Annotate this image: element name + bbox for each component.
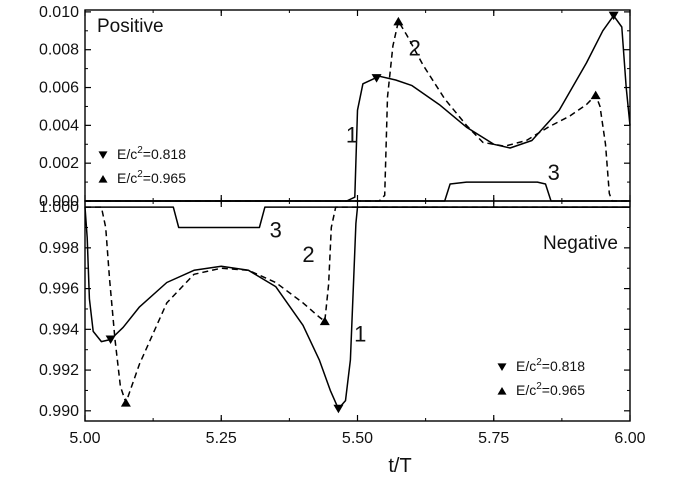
curve-label-2: 2 [302,242,314,267]
series-marker-2 [319,316,330,326]
legend-text: E/c2=0.818 [117,145,186,162]
curve-label-1: 1 [354,322,366,347]
legend-text: E/c2=0.818 [516,357,585,374]
x-axis-label: t/T [388,455,411,477]
y-tick-label: 0.994 [39,321,79,338]
series-line-1 [84,206,630,410]
series-marker-1 [371,74,382,83]
series-marker-1 [105,335,116,345]
x-tick-label: 5.00 [69,430,100,447]
series-line-1 [85,14,631,202]
y-tick-label: 0.992 [39,362,79,379]
y-tick-label: 0.990 [39,403,79,420]
legend-text: E/c2=0.965 [117,169,186,186]
curve-label-3: 3 [270,218,282,243]
legend-marker [98,151,108,160]
curve-label-2: 2 [409,35,421,60]
legend-marker [497,363,507,372]
panel-title: Positive [97,16,164,37]
y-tick-label: 0.004 [39,117,79,134]
y-tick-label: 0.996 [39,281,79,298]
panel-title: Negative [543,233,618,254]
y-tick-label: 0.998 [39,240,79,257]
legend-marker [497,386,507,395]
series-marker-2 [120,398,131,407]
panel-negative: 5.00 5.25 5.50 5.75 6.00 0.990 0.992 0.994 0.996… [39,199,646,447]
x-tick-label: 5.50 [342,430,373,447]
y-tick-label: 0.000 [39,193,79,210]
curve-label-1: 1 [346,122,358,147]
series-marker-2 [590,90,601,100]
series-marker-1 [333,404,344,414]
series-marker-2 [393,16,404,26]
y-tick-label: 0.010 [39,4,79,21]
y-tick-label: 0.008 [39,42,79,59]
legend-text: E/c2=0.965 [516,381,585,398]
y-tick-label: 1.000 [39,199,79,216]
series-marker-1 [608,11,619,21]
series-line-3 [85,206,630,229]
legend-marker [98,174,108,183]
x-tick-label: 5.25 [206,430,237,447]
series-line-2 [85,206,630,404]
curve-label-3: 3 [548,160,560,185]
x-tick-label: 5.75 [478,430,509,447]
y-tick-label: 0.002 [39,155,79,172]
panel-positive: 0.000 0.002 0.004 0.006 0.008 0.010 1 2 3 Positiv… [39,4,631,210]
series-line-2 [85,20,630,202]
y-tick-label: 0.006 [39,80,79,97]
x-tick-label: 6.00 [614,430,645,447]
series-line-3 [85,181,630,202]
